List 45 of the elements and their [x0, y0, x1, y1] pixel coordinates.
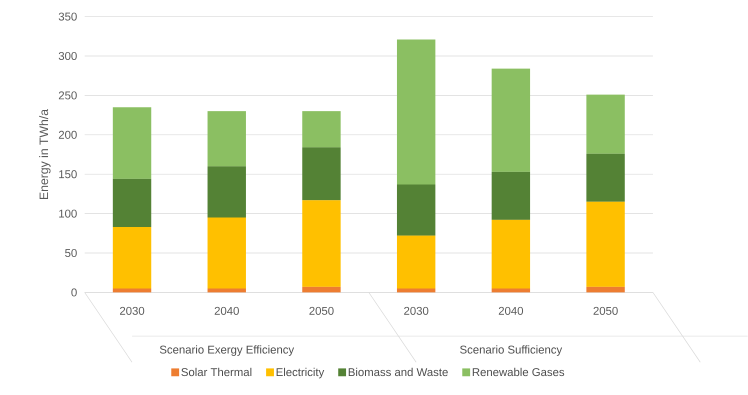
x-tick-label: 2050: [594, 307, 618, 316]
legend-label: Renewable Gases: [472, 368, 564, 376]
bar: [586, 287, 625, 293]
bar: [396, 288, 436, 293]
bar: [586, 202, 625, 288]
x-tick-label: 2040: [214, 307, 239, 316]
bar: [396, 184, 436, 236]
y-tick-label: 250: [58, 92, 77, 100]
bar: [112, 179, 152, 228]
bar: [208, 218, 246, 289]
y-tick-label: 0: [71, 288, 77, 297]
y-tick-label: 200: [58, 130, 77, 140]
x-tick-label: 2030: [404, 307, 428, 316]
y-tick-label: 50: [65, 249, 77, 258]
bar: [492, 172, 530, 220]
bar: [112, 288, 152, 293]
legend-label: Solar Thermal: [181, 368, 252, 376]
bar: [208, 111, 246, 167]
legend-label: Biomass and Waste: [348, 368, 448, 376]
y-tick-label: 100: [59, 210, 77, 218]
bar: [302, 148, 341, 200]
bar: [586, 154, 625, 202]
y-tick-label: 350: [58, 12, 77, 21]
x-tick-label: 2030: [120, 307, 144, 316]
bar: [302, 200, 341, 288]
bar: [208, 288, 246, 293]
y-tick-label: 300: [58, 52, 77, 60]
bar: [208, 166, 246, 218]
bar: [492, 288, 530, 293]
legend-label: Electricity: [276, 368, 324, 379]
bar: [302, 111, 341, 148]
bar: [112, 227, 152, 289]
bar: [396, 40, 436, 185]
y-tick-label: 150: [59, 170, 77, 178]
bar: [586, 94, 625, 154]
text: Scenario Exergy Efficiency: [160, 346, 294, 356]
bar: [492, 220, 530, 289]
text: Scenario Sufficiency: [460, 346, 562, 356]
x-tick-label: 2040: [498, 307, 524, 316]
bar: [492, 68, 530, 172]
y-axis-title: Energy in TWh/a: [39, 109, 51, 200]
x-tick-label: 2050: [309, 307, 334, 316]
bar: [302, 287, 341, 293]
bar: [112, 107, 152, 180]
bar: [396, 236, 436, 289]
